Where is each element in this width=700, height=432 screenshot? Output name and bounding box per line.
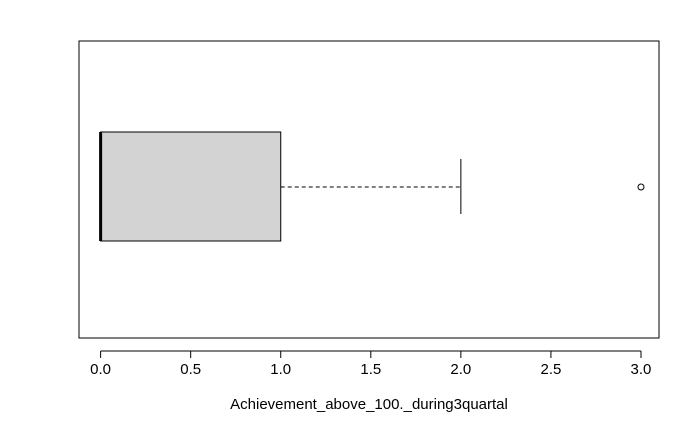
x-tick-label: 1.0 [270,361,291,378]
iqr-box [100,131,282,242]
x-axis-label: Achievement_above_100._during3quartal [230,396,508,413]
outliers [637,183,645,191]
plot-frame [78,40,660,339]
x-tick-label: 0.0 [90,361,111,378]
x-tick-label: 1.5 [360,361,381,378]
box-group [99,131,282,242]
x-tick-label: 2.5 [540,361,561,378]
outlier-point [637,183,645,191]
whiskers [280,159,462,214]
x-axis-ticks: 0.0 0.5 1.0 1.5 2.0 2.5 3.0 [90,351,651,378]
x-tick-label: 0.5 [180,361,201,378]
x-tick-label: 2.0 [450,361,471,378]
x-tick-label: 3.0 [631,361,652,378]
